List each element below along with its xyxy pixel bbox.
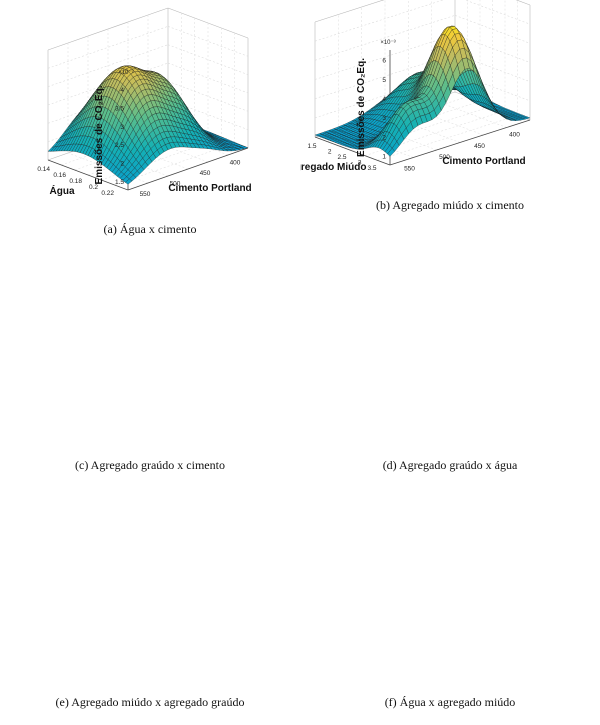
y-tick-label: 0.16: [53, 172, 66, 179]
surface-mesh: [47, 65, 249, 185]
z-tick-label: 1.5: [115, 179, 124, 186]
x-tick-label: 500: [439, 154, 450, 161]
panel-e-chart: 11.522.533.544.5×10⁻³11.522.533.544.555.…: [0, 475, 300, 690]
x-tick-label: 400: [509, 132, 520, 139]
z-scale-label: ×10⁻³: [118, 70, 133, 76]
y-tick-label: 0.22: [101, 190, 114, 197]
tick-labels: 1.5 2 2.5 3 3.5 4 ×10⁻³ 550 500 450 400 0.140.160.1…: [37, 70, 240, 198]
surface-mesh: [314, 25, 531, 157]
z-tick-label: 2: [120, 161, 124, 168]
y-tick-label: 3.5: [367, 165, 376, 172]
z-tick-label: 4: [120, 87, 124, 94]
y-axis-label: Água: [50, 184, 75, 197]
y-tick-label: 3: [358, 160, 362, 167]
y-tick-label: 1.5: [307, 143, 316, 150]
z-tick-label: 6: [382, 58, 386, 65]
z-tick-label: 3: [382, 115, 386, 122]
caption-a: (a) Água x cimento: [103, 222, 197, 236]
y-tick-label: 2.5: [337, 154, 346, 161]
z-scale-label: ×10⁻³: [380, 40, 395, 46]
caption-b: (b) Agregado miúdo x cimento: [376, 198, 524, 212]
x-tick-label: 400: [230, 159, 241, 166]
surface-patch: [125, 178, 133, 185]
z-tick-label: 2.5: [115, 142, 124, 149]
y-axis-label: Agregado Miúdo: [300, 162, 366, 173]
caption-d: (d) Agregado graúdo x água: [382, 458, 518, 472]
z-axis-label: Emissões de CO₂Eq.: [356, 58, 367, 157]
panel-f-chart: 11.522.533.544.5×10⁻³11.522.533.50.130.1…: [300, 475, 600, 690]
panel-d-chart: 0.511.522.533.5×10⁻³0.20.180.160.1444.55…: [300, 240, 600, 455]
x-tick-label: 550: [404, 165, 415, 172]
x-tick-label: 500: [170, 180, 181, 187]
x-tick-label: 450: [474, 143, 485, 150]
y-tick-label: 0.2: [89, 184, 98, 191]
tick-labels: 1 2 3 4 5 6 ×10⁻³ 550 500 450 400 1.5 2 2.5 3 3.5: [307, 40, 520, 172]
x-axis-label: Cimento Portland: [442, 156, 525, 167]
y-tick-label: 2: [328, 148, 332, 155]
y-tick-label: 0.14: [37, 166, 50, 173]
x-axis-label: Cimento Portland: [168, 183, 251, 194]
caption-e: (e) Agregado miúdo x agregado graúdo: [55, 695, 245, 709]
panel-a-chart: 1.5 2 2.5 3 3.5 4 ×10⁻³ 550 500 450 400 0.140.160.1…: [37, 7, 252, 198]
panel-c-chart: 0.511.522.533.54×10⁻³5505004504004.555.5…: [0, 240, 300, 455]
z-axis-label: Emissões de CO₂Eq.: [94, 85, 105, 184]
z-tick-label: 4: [382, 96, 386, 103]
x-tick-label: 450: [200, 170, 211, 177]
y-tick-label: 0.18: [69, 178, 82, 185]
z-tick-label: 3.5: [115, 106, 124, 113]
z-tick-label: 3: [120, 124, 124, 131]
x-tick-label: 550: [140, 191, 151, 198]
z-tick-label: 1: [382, 153, 386, 160]
caption-c: (c) Agregado graúdo x cimento: [75, 458, 225, 472]
z-tick-label: 5: [382, 77, 386, 84]
panel-b-chart: 1 2 3 4 5 6 ×10⁻³ 550 500 450 400 1.5 2 2.5 3 3.5 Ciment…: [300, 0, 531, 173]
z-tick-label: 2: [382, 134, 386, 141]
surface-patch: [387, 147, 395, 157]
